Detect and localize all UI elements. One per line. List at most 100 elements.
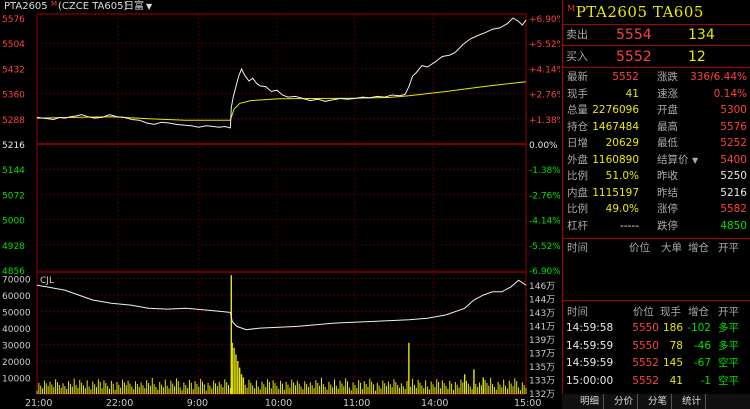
oi-tick-label: 141万	[529, 323, 555, 333]
stat-value: 1467484	[592, 120, 639, 133]
open-interest-line	[36, 279, 527, 331]
tab-price[interactable]: 分价	[610, 394, 639, 409]
stat-label: 速涨	[657, 87, 678, 100]
tab-stats[interactable]: 统计	[678, 394, 707, 409]
tick-volume: 186	[662, 322, 683, 334]
stat-label: 昨结	[657, 186, 678, 199]
ask-volume: 134	[688, 27, 715, 43]
tab-trades[interactable]: 分笔	[644, 394, 673, 409]
oi-tick-label: 144万	[529, 296, 555, 306]
stat-row: 外盘 1160890 结算价 5400 ▼	[563, 153, 750, 168]
oi-tick-label: 143万	[529, 309, 555, 319]
ask-price: 5554	[616, 27, 652, 43]
chevron-down-icon[interactable]: ▼	[692, 155, 699, 165]
chart-frame	[36, 13, 527, 395]
percent-tick-label: +6.90%	[529, 15, 560, 25]
stat-value: 5582	[720, 203, 747, 215]
tick-time: 14:59:59	[566, 357, 614, 369]
bid-row[interactable]: 买入 5552 12	[563, 47, 750, 67]
price-tick-label: 5000	[2, 217, 25, 227]
stat-label: 跌停	[657, 219, 678, 232]
stat-label: 结算价	[657, 153, 689, 166]
tick-volume: 78	[669, 339, 683, 352]
stat-value: 5252	[720, 137, 747, 149]
stat-label: 内盘	[567, 186, 588, 199]
quote-panel: MPTA2605 TA605 卖出 5554 134 买入 5552 12 最新…	[562, 0, 750, 409]
stat-label: 涨停	[657, 203, 678, 215]
tick-open-close: 多平	[718, 339, 739, 352]
stat-row: 比例 49.0% 涨停 5582	[563, 202, 750, 217]
price-tick-label: 5504	[2, 40, 25, 50]
price-tick-label: 5072	[2, 191, 25, 201]
panel-header: MPTA2605 TA605	[567, 3, 704, 21]
tick-open-close: 空平	[718, 357, 739, 369]
big-order-header: 时间 价位 大单 增仓 开平	[567, 242, 739, 254]
volume-tick-label: 70000	[2, 276, 31, 286]
stat-value: 5552	[612, 71, 639, 83]
volume-tick-label: 20000	[2, 358, 31, 368]
price-tick-label: 5432	[2, 65, 25, 75]
tick-oi-change: -67	[693, 357, 711, 369]
panel-tabs: 明细 分价 分笔 统计	[562, 394, 750, 409]
stat-value: 20629	[605, 137, 639, 149]
stat-label: 总量	[567, 104, 588, 116]
price-tick-label: 5288	[2, 116, 25, 126]
stat-label: 杠杆	[567, 219, 588, 232]
oi-tick-label: 139万	[529, 336, 555, 346]
percent-tick-label: -2.76%	[529, 191, 560, 201]
stat-label: 外盘	[567, 153, 588, 166]
stat-label: 日增	[567, 137, 588, 149]
tick-time: 14:59:58	[566, 322, 614, 334]
oi-tick-label: 137万	[529, 350, 555, 360]
stat-value: 2276096	[592, 104, 639, 116]
bid-label: 买入	[566, 50, 588, 63]
tick-oi-change: -102	[687, 322, 711, 334]
average-price-line	[36, 81, 527, 121]
percent-tick-label: +1.38%	[529, 116, 560, 126]
stat-row: 总量 2276096 开盘 5300	[563, 103, 750, 118]
tick-row[interactable]: 14:59:58 5550 186 -102 多平	[563, 321, 750, 336]
intraday-chart[interactable]: 5576 +6.90% 5504 +5.52% 5432 +4.14% 5360 +2.76%…	[0, 0, 560, 409]
oi-tick-label: 146万	[529, 282, 555, 292]
percent-tick-label: -6.90%	[529, 267, 560, 277]
percent-tick-label: 0.00%	[529, 141, 558, 151]
period-selector[interactable]: 日富	[124, 1, 144, 12]
time-tick-label: 10:00	[265, 398, 292, 409]
tick-row[interactable]: 15:00:00 5552 41 -1 空平	[563, 374, 750, 389]
stat-value: 49.0%	[605, 203, 639, 215]
time-tick-label: 21:00	[25, 398, 52, 409]
tick-time: 14:59:59	[566, 339, 614, 352]
tick-open-close: 多平	[718, 322, 739, 334]
tick-price: 5550	[632, 322, 659, 334]
stat-label: 涨跌	[657, 71, 678, 83]
tick-oi-change: -1	[700, 374, 711, 387]
stat-value: 5300	[720, 104, 747, 116]
tick-price: 5552	[632, 357, 659, 369]
ask-label: 卖出	[566, 28, 588, 41]
tab-detail[interactable]: 明细	[576, 394, 605, 409]
stat-label: 开盘	[657, 104, 678, 116]
volume-tick-label: 40000	[2, 325, 31, 335]
ask-row[interactable]: 卖出 5554 134	[563, 25, 750, 45]
stat-row: 比例 51.0% 昨收 5250	[563, 169, 750, 184]
stat-value: 0.14%	[713, 87, 747, 100]
price-tick-label: 4928	[2, 242, 25, 252]
price-tick-label: 5360	[2, 91, 25, 101]
stat-value: 336/6.44%	[690, 71, 747, 83]
ticks-header: 时间 价位 现手 增仓 开平	[567, 306, 739, 318]
stat-value: 51.0%	[605, 170, 639, 182]
tick-row[interactable]: 14:59:59 5552 145 -67 空平	[563, 356, 750, 371]
tick-row[interactable]: 14:59:59 5550 78 -46 多平	[563, 339, 750, 354]
chevron-down-icon[interactable]: ▼	[146, 2, 153, 11]
symbol-marker: M	[51, 0, 58, 8]
exchange-label: (CZCE TA605)	[58, 1, 128, 12]
percent-tick-label: +5.52%	[529, 40, 560, 50]
chart-title-bar: PTA2605 M (CZCE TA605) 日富 ▼	[0, 0, 560, 14]
stat-label: 比例	[567, 203, 588, 215]
stat-value: 1160890	[592, 153, 639, 166]
price-line	[36, 17, 527, 129]
stat-value: 5250	[720, 170, 747, 182]
stat-label: 最低	[657, 137, 678, 149]
stat-value: 4850	[720, 219, 747, 232]
stat-value: 5400	[720, 153, 747, 166]
